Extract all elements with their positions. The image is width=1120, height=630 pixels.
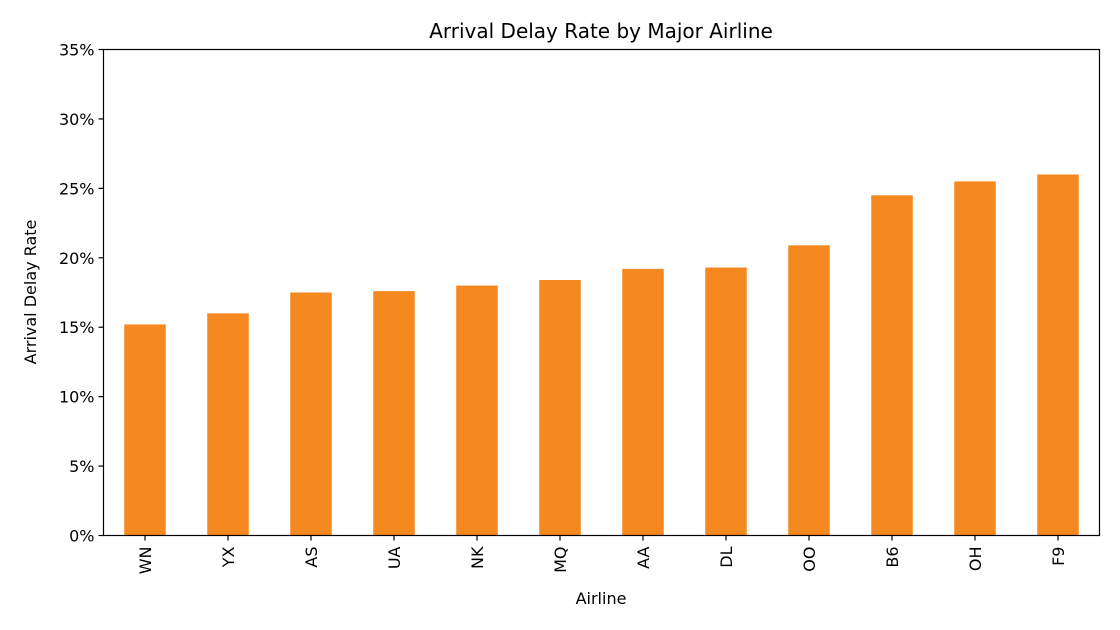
- y-tick-label: 10%: [59, 388, 95, 407]
- y-axis: 0% 5% 10% 15% 20% 25% 30% 35%: [59, 41, 104, 546]
- plot-frame: [102, 48, 1101, 537]
- bar-nk: [456, 285, 498, 536]
- x-tick-label: WN: [136, 547, 155, 575]
- y-tick-label: 35%: [59, 41, 95, 60]
- x-tick-label: AA: [634, 546, 653, 568]
- y-tick-label: 0%: [69, 527, 94, 546]
- x-tick-label: UA: [385, 546, 404, 569]
- y-tick-label: 5%: [69, 457, 94, 476]
- bar-dl: [705, 267, 747, 536]
- x-tick-label: YX: [219, 546, 238, 568]
- bar-b6: [871, 195, 913, 536]
- x-tick-label: MQ: [551, 547, 570, 573]
- bar-f9: [1037, 174, 1079, 536]
- bar-oo: [788, 245, 830, 536]
- bar-oh: [954, 181, 996, 536]
- bar-wn: [124, 324, 166, 536]
- x-tick-label: DL: [717, 546, 736, 567]
- y-tick-label: 25%: [59, 179, 95, 198]
- x-tick-label: OH: [966, 547, 985, 572]
- y-tick-label: 15%: [59, 318, 95, 337]
- x-axis-title: Airline: [576, 589, 627, 608]
- bar-as: [290, 292, 332, 536]
- bars-group: [124, 174, 1079, 536]
- chart-title: Arrival Delay Rate by Major Airline: [429, 19, 773, 43]
- x-tick-label: NK: [468, 546, 487, 569]
- bar-ua: [373, 291, 415, 536]
- bar-aa: [622, 268, 664, 536]
- x-tick-label: OO: [800, 547, 819, 572]
- bar-mq: [539, 280, 581, 536]
- y-tick-label: 20%: [59, 249, 95, 268]
- x-tick-label: F9: [1049, 547, 1068, 566]
- x-tick-label: B6: [883, 547, 902, 568]
- bar-yx: [207, 313, 249, 536]
- x-axis: WN YX AS UA NK MQ AA DL OO B6 OH F9: [136, 535, 1068, 575]
- y-tick-label: 30%: [59, 110, 95, 129]
- x-tick-label: AS: [302, 547, 321, 568]
- y-axis-title: Arrival Delay Rate: [21, 220, 40, 365]
